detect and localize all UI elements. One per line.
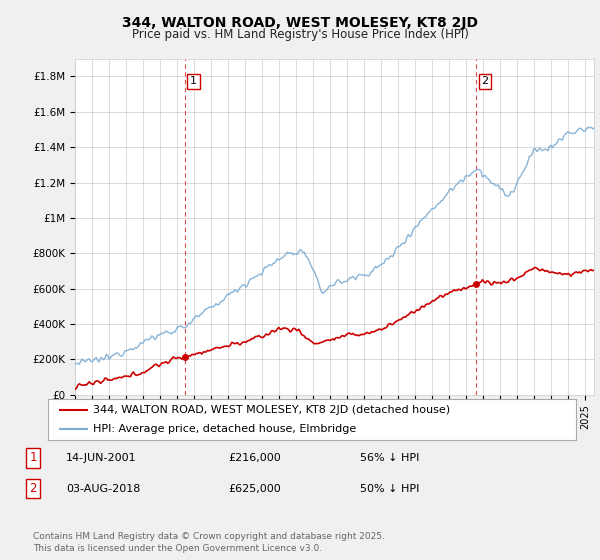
Text: 2: 2 [481,77,488,86]
Text: 2: 2 [29,482,37,495]
Text: 03-AUG-2018: 03-AUG-2018 [66,484,140,493]
Text: 344, WALTON ROAD, WEST MOLESEY, KT8 2JD: 344, WALTON ROAD, WEST MOLESEY, KT8 2JD [122,16,478,30]
Text: £216,000: £216,000 [228,453,281,463]
Text: HPI: Average price, detached house, Elmbridge: HPI: Average price, detached house, Elmb… [93,424,356,434]
Text: Contains HM Land Registry data © Crown copyright and database right 2025.
This d: Contains HM Land Registry data © Crown c… [33,533,385,553]
Text: 14-JUN-2001: 14-JUN-2001 [66,453,137,463]
Text: £625,000: £625,000 [228,484,281,493]
Text: 50% ↓ HPI: 50% ↓ HPI [360,484,419,493]
Text: 1: 1 [190,77,197,86]
Text: 344, WALTON ROAD, WEST MOLESEY, KT8 2JD (detached house): 344, WALTON ROAD, WEST MOLESEY, KT8 2JD … [93,405,450,415]
Text: Price paid vs. HM Land Registry's House Price Index (HPI): Price paid vs. HM Land Registry's House … [131,28,469,41]
Text: 56% ↓ HPI: 56% ↓ HPI [360,453,419,463]
Text: 1: 1 [29,451,37,464]
